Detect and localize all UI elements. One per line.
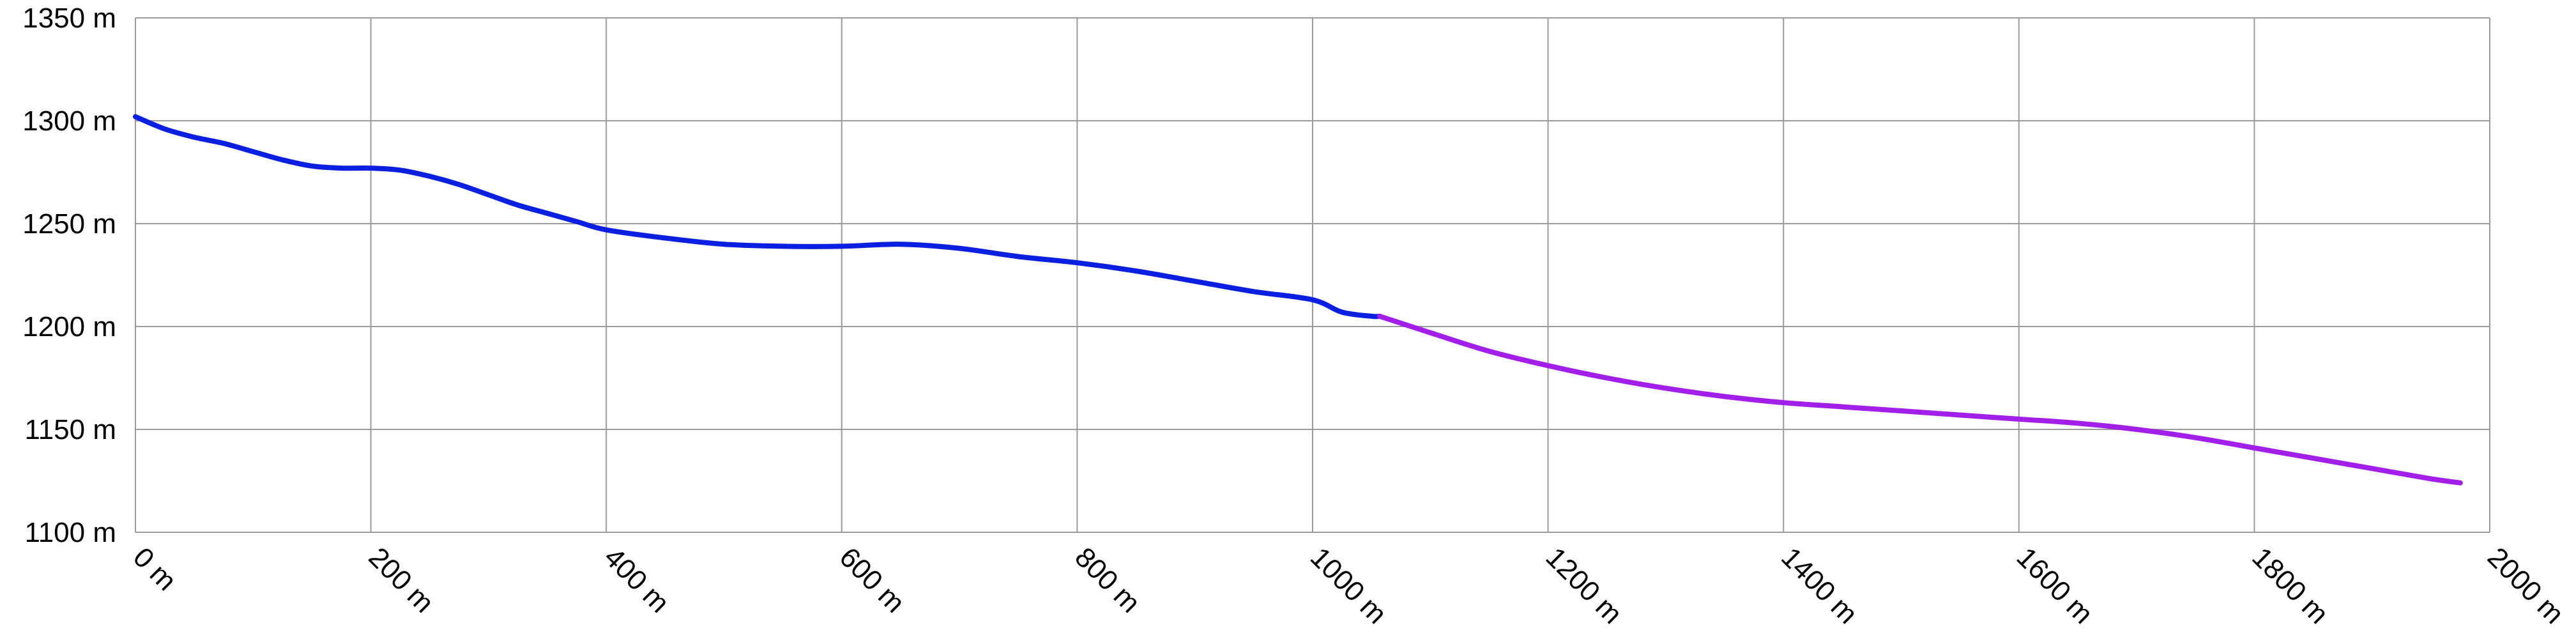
x-tick-label: 600 m: [834, 541, 911, 619]
x-tick-label: 200 m: [363, 541, 440, 619]
y-tick-label: 1200 m: [22, 311, 116, 343]
y-tick-label: 1100 m: [25, 517, 117, 548]
x-tick-label: 1400 m: [1775, 541, 1863, 629]
grid: [135, 17, 2490, 533]
y-tick-label: 1350 m: [22, 3, 116, 34]
y-tick-label: 1150 m: [25, 414, 117, 445]
x-tick-label: 400 m: [598, 541, 675, 619]
series-line-2: [1377, 313, 2463, 486]
series-line-1: [133, 114, 1383, 320]
x-tick-label: 1800 m: [2246, 541, 2334, 629]
y-tick-label: 1250 m: [22, 208, 116, 240]
x-tick-label: 1200 m: [1540, 541, 1628, 629]
x-tick-labels: 0 m 200 m 400 m 600 m 800 m 1000 m 1200 m 1400 …: [127, 541, 2570, 629]
y-tick-labels: 1100 m 1150 m 1200 m 1250 m 1300 m 1350 m: [22, 3, 116, 548]
x-tick-label: 0 m: [127, 541, 183, 597]
series-group: [133, 114, 2463, 486]
x-tick-label: 800 m: [1069, 541, 1146, 619]
x-tick-label: 1600 m: [2011, 541, 2099, 629]
x-tick-label: 2000 m: [2481, 541, 2570, 629]
x-tick-label: 1000 m: [1304, 541, 1392, 629]
y-tick-label: 1300 m: [22, 105, 116, 137]
